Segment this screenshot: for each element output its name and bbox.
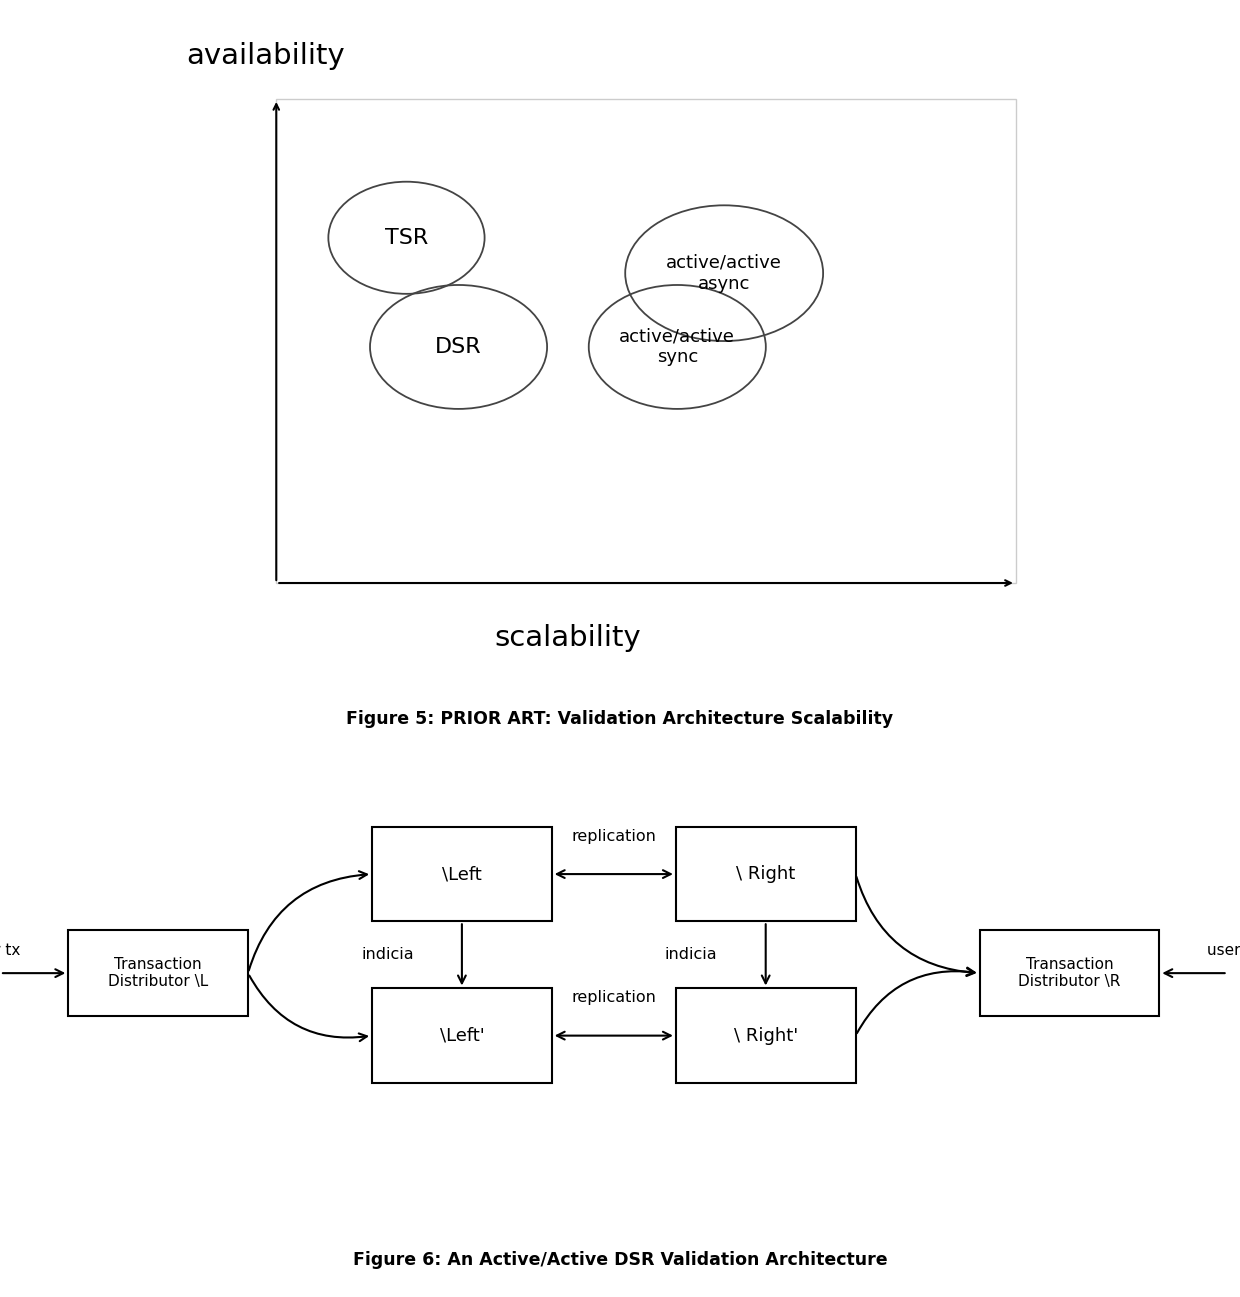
- Text: active/active
sync: active/active sync: [619, 328, 735, 366]
- Text: \Left': \Left': [439, 1027, 485, 1044]
- Text: replication: replication: [572, 829, 656, 843]
- Text: TSR: TSR: [384, 228, 428, 248]
- Bar: [277, 99, 1016, 584]
- Text: indicia: indicia: [665, 947, 718, 962]
- Text: Transaction
Distributor \R: Transaction Distributor \R: [1018, 957, 1121, 990]
- FancyBboxPatch shape: [676, 988, 856, 1083]
- Text: \Left: \Left: [441, 865, 482, 883]
- FancyBboxPatch shape: [372, 827, 552, 921]
- Text: indicia: indicia: [361, 947, 414, 962]
- Text: availability: availability: [186, 42, 345, 70]
- FancyBboxPatch shape: [68, 930, 248, 1016]
- Text: user tx: user tx: [0, 943, 21, 958]
- Text: user tx: user tx: [1207, 943, 1240, 958]
- Text: Figure 5: PRIOR ART: Validation Architecture Scalability: Figure 5: PRIOR ART: Validation Architec…: [346, 709, 894, 728]
- FancyBboxPatch shape: [676, 827, 856, 921]
- Text: Figure 6: An Active/Active DSR Validation Architecture: Figure 6: An Active/Active DSR Validatio…: [352, 1250, 888, 1268]
- Text: DSR: DSR: [435, 337, 482, 357]
- Text: active/active
async: active/active async: [666, 254, 782, 293]
- FancyBboxPatch shape: [980, 930, 1159, 1016]
- Text: \ Right: \ Right: [737, 865, 795, 883]
- Text: Transaction
Distributor \L: Transaction Distributor \L: [108, 957, 208, 990]
- Text: replication: replication: [572, 990, 656, 1005]
- Text: \ Right': \ Right': [734, 1027, 797, 1044]
- Text: scalability: scalability: [494, 624, 641, 652]
- FancyBboxPatch shape: [372, 988, 552, 1083]
